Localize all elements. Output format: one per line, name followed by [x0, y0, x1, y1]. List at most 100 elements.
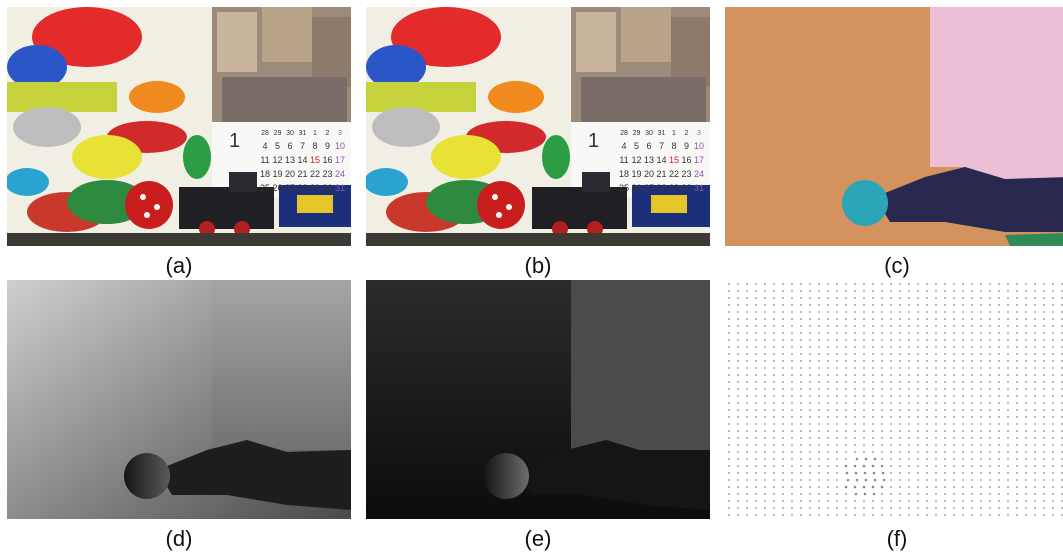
flow-dot — [800, 409, 802, 411]
calendar-day: 21 — [656, 169, 666, 179]
flow-dot — [1043, 283, 1045, 285]
flow-dot — [962, 283, 964, 285]
flow-dot — [962, 493, 964, 495]
flow-dot — [1061, 479, 1063, 481]
flow-dot — [917, 437, 919, 439]
flow-dot — [881, 507, 883, 509]
flow-dot — [791, 500, 793, 502]
flow-dot — [746, 346, 748, 348]
flow-dot — [809, 283, 811, 285]
flow-dot — [836, 318, 838, 320]
flow-dot — [917, 507, 919, 509]
flow-dot — [926, 409, 928, 411]
calendar-day: 20 — [285, 169, 295, 179]
flow-dot — [971, 409, 973, 411]
flow-dot — [1007, 437, 1009, 439]
flow-dot — [1007, 444, 1009, 446]
flow-dot — [818, 416, 820, 418]
flow-dot — [899, 423, 901, 425]
calendar-day: 31 — [299, 130, 307, 137]
flow-dot — [1034, 381, 1036, 383]
flow-dot — [935, 486, 937, 488]
flow-dot — [845, 290, 847, 292]
flow-dot — [989, 451, 991, 453]
flow-dot — [764, 367, 766, 369]
flow-dot — [881, 374, 883, 376]
flow-dot — [944, 437, 946, 439]
flow-dot — [728, 479, 730, 481]
flow-dot — [989, 353, 991, 355]
flow-dot — [1016, 493, 1018, 495]
flow-dot — [863, 492, 867, 496]
flow-dot — [998, 409, 1000, 411]
calendar-day: 31 — [658, 130, 666, 137]
flow-dot — [746, 486, 748, 488]
flow-dot — [863, 332, 865, 334]
flow-dot — [899, 430, 901, 432]
flow-dot — [1016, 381, 1018, 383]
flow-dot — [755, 479, 757, 481]
flow-dot — [1025, 290, 1027, 292]
flow-dot — [818, 444, 820, 446]
flow-dot — [800, 395, 802, 397]
flow-dot — [881, 304, 883, 306]
calendar-day: 22 — [310, 169, 320, 179]
flow-dot — [899, 409, 901, 411]
flow-dot — [980, 395, 982, 397]
flow-dot — [989, 423, 991, 425]
flow-dot — [890, 486, 892, 488]
flow-dot — [746, 423, 748, 425]
flow-dot — [917, 290, 919, 292]
flow-dot — [971, 472, 973, 474]
flow-dot — [944, 283, 946, 285]
flow-dot — [953, 458, 955, 460]
flow-dot — [755, 402, 757, 404]
flow-dot — [845, 423, 847, 425]
flow-dot — [908, 409, 910, 411]
flow-dot — [836, 514, 838, 516]
flow-dot — [746, 458, 748, 460]
flow-dot — [809, 444, 811, 446]
flow-dot — [980, 409, 982, 411]
flow-dot — [845, 437, 847, 439]
flow-dot — [845, 409, 847, 411]
flow-dot — [827, 367, 829, 369]
flow-dot — [728, 395, 730, 397]
flow-dot — [998, 423, 1000, 425]
flow-dot — [863, 346, 865, 348]
flow-dot — [872, 416, 874, 418]
flow-dot — [818, 290, 820, 292]
flow-dot — [1025, 332, 1027, 334]
flow-dot — [1007, 297, 1009, 299]
flow-dot — [908, 493, 910, 495]
flow-dot — [935, 402, 937, 404]
flow-dot — [1052, 304, 1054, 306]
flow-dot — [917, 388, 919, 390]
flow-dot — [1016, 423, 1018, 425]
flow-dot — [764, 290, 766, 292]
flow-dot — [800, 402, 802, 404]
flow-dot — [926, 318, 928, 320]
flow-dot — [1043, 479, 1045, 481]
flow-dot — [863, 374, 865, 376]
flow-dot — [881, 514, 883, 516]
flow-dot — [737, 346, 739, 348]
flow-dot — [827, 290, 829, 292]
flow-dot — [800, 360, 802, 362]
flow-dot — [800, 486, 802, 488]
flow-dot — [1007, 451, 1009, 453]
flow-dot — [953, 500, 955, 502]
flow-dot — [1043, 304, 1045, 306]
flow-dot — [818, 437, 820, 439]
flow-dot — [1061, 465, 1063, 467]
flow-dot — [827, 409, 829, 411]
flow-dot — [773, 367, 775, 369]
flow-dot — [800, 325, 802, 327]
flow-dot — [1052, 472, 1054, 474]
flow-dot — [746, 409, 748, 411]
flow-dot — [989, 437, 991, 439]
flow-dot — [1016, 507, 1018, 509]
flow-dot — [1025, 493, 1027, 495]
flow-dot — [755, 458, 757, 460]
